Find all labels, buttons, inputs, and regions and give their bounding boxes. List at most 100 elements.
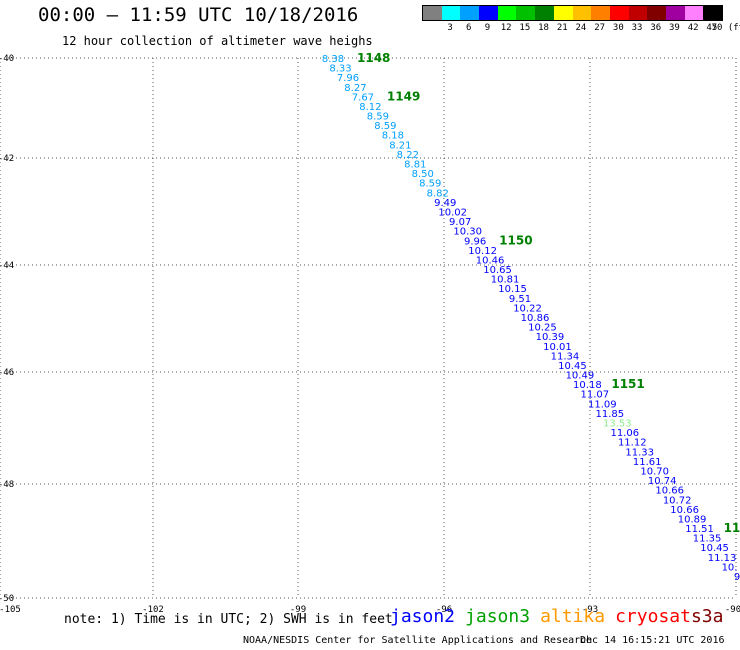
swh-reading: 10.12 xyxy=(468,246,497,257)
swh-reading: 10.39 xyxy=(536,332,565,343)
swh-reading: 10.86 xyxy=(521,313,550,324)
lon-label: -93 xyxy=(582,605,598,615)
axis-labels: -40 -42 -44 -46 -48 -50-105 -102 -99 -96 -93 -90 xyxy=(0,54,740,615)
legend-label: 70 (ft) xyxy=(711,23,740,33)
legend-label: 9 xyxy=(484,23,491,33)
swh-reading: 9 xyxy=(734,572,740,583)
swh-reading: 10.46 xyxy=(476,255,505,266)
swh-reading: 8.82 xyxy=(427,188,449,199)
swh-reading: 10.49 xyxy=(566,371,595,382)
lon-label: -90 xyxy=(725,605,740,615)
swh-reading: 10.89 xyxy=(678,514,707,525)
legend-swatch xyxy=(479,6,498,20)
swh-reading: 8.21 xyxy=(389,140,411,151)
swh-reading: 11.07 xyxy=(581,390,610,401)
swh-reading: 11.12 xyxy=(618,438,647,449)
swh-reading: 11.13 xyxy=(708,553,737,564)
swh-reading: 10.18 xyxy=(573,380,602,391)
legend-label: 15 xyxy=(519,23,531,33)
legend-label: 18 xyxy=(538,23,549,33)
footer-note: note: 1) Time is in UTC; 2) SWH is in fe… xyxy=(64,612,393,627)
swh-reading: 9.51 xyxy=(509,294,531,305)
legend-label: 27 xyxy=(594,23,606,33)
track-readings: 8.388.337.968.277.678.128.598.598.188.21… xyxy=(322,54,740,583)
track-time-labels: 1148 1149 1150 1151 115 xyxy=(357,51,740,535)
lat-label: -42 xyxy=(0,154,14,164)
legend-swatch xyxy=(553,6,573,20)
legend-swatch xyxy=(591,6,610,20)
legend-label: 3 xyxy=(447,23,453,33)
swh-reading: 10.22 xyxy=(513,303,542,314)
legend-label: 42 xyxy=(687,23,699,33)
swh-reading: 11.35 xyxy=(693,534,722,545)
swh-reading: 8.59 xyxy=(419,179,441,190)
legend-swatch xyxy=(665,6,685,20)
timestamp: Dec 14 16:15:21 UTC 2016 xyxy=(580,635,725,646)
swh-reading: 10.81 xyxy=(491,275,520,286)
legend-label: 21 xyxy=(556,23,568,33)
swh-reading: 7.67 xyxy=(352,92,374,103)
swh-reading: 8.81 xyxy=(404,160,426,171)
swh-reading: 8.27 xyxy=(344,83,366,94)
legend-swatch xyxy=(441,6,461,20)
swh-reading: 10.15 xyxy=(498,284,527,295)
swh-reading: 10.72 xyxy=(663,495,692,506)
swh-reading: 8.59 xyxy=(374,121,396,132)
time-label: 1150 xyxy=(499,233,532,247)
map-subtitle: 12 hour collection of altimeter wave hei… xyxy=(62,34,373,48)
legend-label: 24 xyxy=(575,23,587,33)
swh-reading: 10.30 xyxy=(453,227,482,238)
satellite-name: jason2 xyxy=(390,606,456,627)
legend-swatch xyxy=(535,6,554,20)
legend-swatch xyxy=(628,6,648,20)
swh-reading: 10.02 xyxy=(438,207,467,218)
legend-swatch xyxy=(684,6,704,20)
swh-reading: 13.53 xyxy=(603,419,632,430)
swh-reading: 11.51 xyxy=(685,524,714,535)
legend-swatch xyxy=(423,6,442,20)
swh-reading: 11.61 xyxy=(633,457,662,468)
legend-swatch xyxy=(497,6,517,20)
swh-reading: 9.49 xyxy=(434,198,456,209)
lat-label: -40 xyxy=(0,54,14,64)
swh-reading: 8.50 xyxy=(412,169,434,180)
legend-label: 6 xyxy=(466,23,472,33)
legend-swatch xyxy=(572,6,592,20)
credit-line: NOAA/NESDIS Center for Satellite Applica… xyxy=(243,635,593,646)
swh-reading: 8.22 xyxy=(397,150,419,161)
satellite-legend: jason2 jason3 altika cryosats3a xyxy=(390,606,723,627)
swh-reading: 10.66 xyxy=(655,486,684,497)
swh-reading: 10.74 xyxy=(648,476,677,487)
legend-label: 45 xyxy=(706,23,718,33)
swh-reading: 10.45 xyxy=(558,361,587,372)
swh-reading: 11.33 xyxy=(625,447,654,458)
time-label: 1151 xyxy=(611,377,644,391)
legend-swatch xyxy=(647,6,666,20)
legend-swatch xyxy=(460,6,480,20)
legend-swatch xyxy=(516,6,536,20)
legend-swatch xyxy=(609,6,629,20)
satellite-name: jason3 xyxy=(465,606,531,627)
lon-label: -99 xyxy=(290,605,306,615)
legend-label: 36 xyxy=(650,23,662,33)
swh-reading: 8.38 xyxy=(322,54,344,65)
swh-reading: 11.09 xyxy=(588,399,617,410)
swh-reading: 11.85 xyxy=(595,409,624,420)
map-title: 00:00 – 11:59 UTC 10/18/2016 xyxy=(38,4,359,26)
swh-reading: 10.65 xyxy=(483,265,512,276)
swh-reading: 8.59 xyxy=(367,112,389,123)
swh-reading: 8.33 xyxy=(329,64,351,75)
lat-label: -48 xyxy=(0,480,14,490)
lon-label: -96 xyxy=(436,605,452,615)
time-label: 115 xyxy=(724,521,740,535)
swh-reading: 10.66 xyxy=(670,505,699,516)
swh-reading: 9.96 xyxy=(464,236,486,247)
swh-reading: 10. xyxy=(722,562,738,573)
lat-label: -46 xyxy=(0,368,14,378)
legend-label: 33 xyxy=(631,23,643,33)
lon-label: -105 xyxy=(0,605,21,615)
legend-label: 30 xyxy=(612,23,624,33)
